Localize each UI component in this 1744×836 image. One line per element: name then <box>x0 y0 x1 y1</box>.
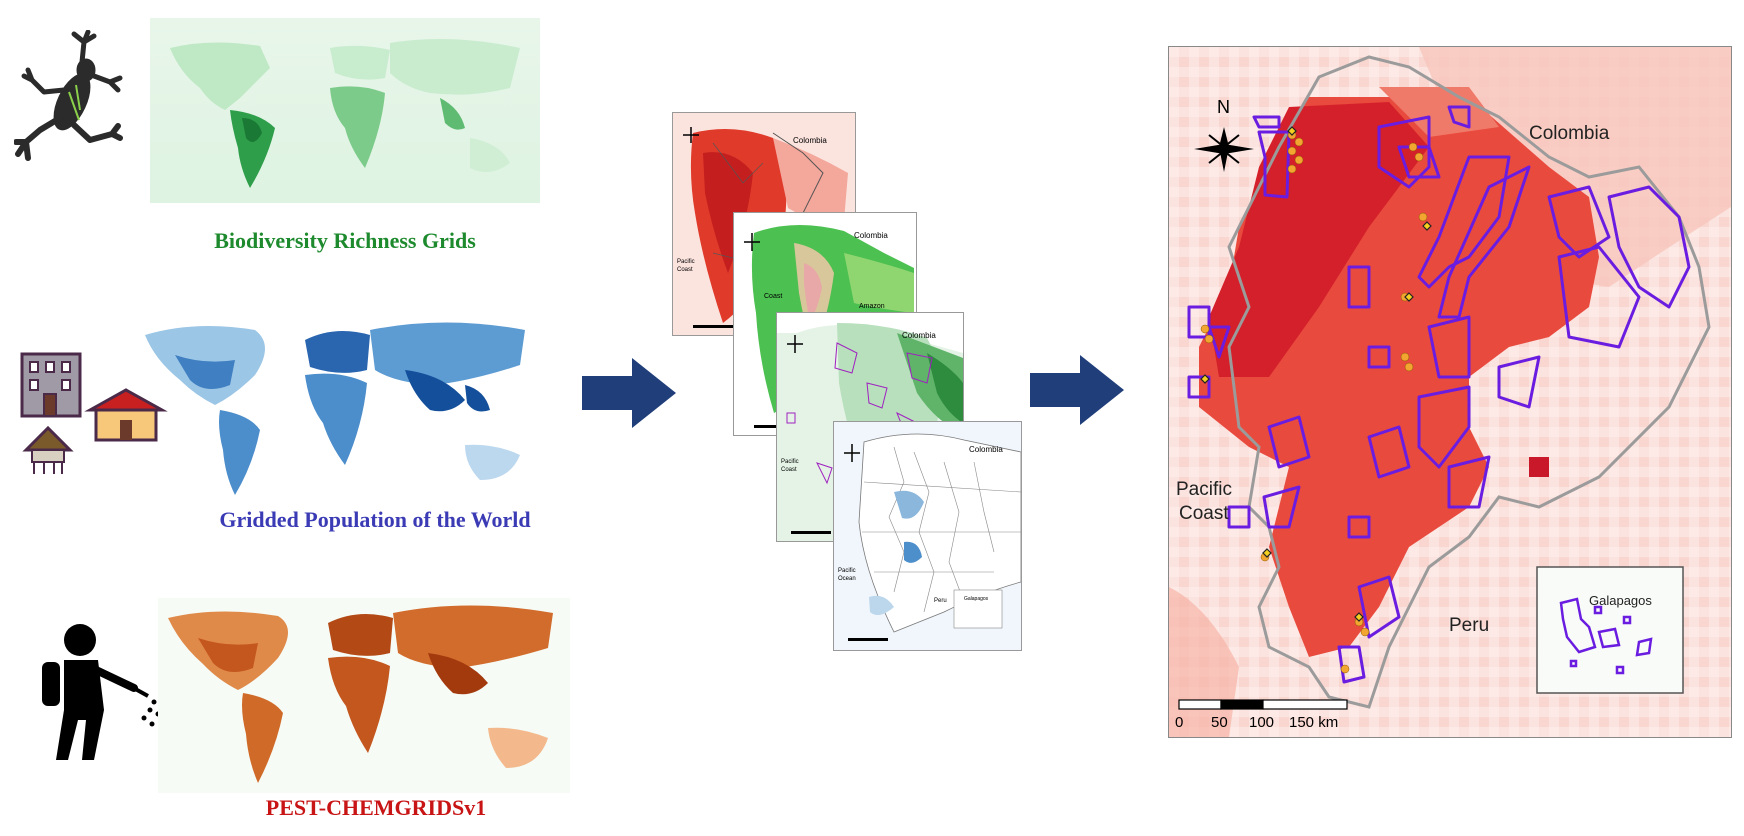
label-pacific: Pacific <box>1176 479 1232 500</box>
arrow-right-icon <box>1030 355 1124 425</box>
label-galapagos: Galapagos <box>1589 593 1652 608</box>
map-label: Amazon <box>859 303 885 310</box>
svg-text:Coast: Coast <box>781 467 797 473</box>
result-map-ecuador: N Colombia Pacific Coast Peru Galapagos … <box>1168 46 1732 738</box>
svg-text:Pacific: Pacific <box>677 259 695 265</box>
label-coast: Coast <box>1179 503 1229 524</box>
pesticide-caption: PEST-CHEMGRIDSv1 <box>265 795 487 820</box>
scale-label: 100 <box>1249 714 1274 731</box>
frog-icon <box>14 30 123 161</box>
svg-text:Coast: Coast <box>677 267 693 273</box>
pesticide-world-map <box>158 598 570 793</box>
scale-label: 150 km <box>1289 714 1338 731</box>
arrow-right-icon <box>582 358 676 428</box>
svg-text:Pacific: Pacific <box>781 459 799 465</box>
scale-bar: 0 50 100 150 km <box>1175 699 1348 731</box>
map-label: Colombia <box>793 136 827 145</box>
map-label: Peru <box>934 598 947 604</box>
scale-label: 50 <box>1211 714 1228 731</box>
biodiversity-caption: Biodiversity Richness Grids <box>214 228 476 253</box>
map-label: Colombia <box>902 331 936 340</box>
map-label: Coast <box>764 293 782 300</box>
map-label: Colombia <box>854 231 888 240</box>
label-peru: Peru <box>1449 615 1489 636</box>
population-world-map <box>145 322 525 495</box>
north-label: N <box>1217 97 1230 117</box>
biodiversity-world-map <box>150 18 540 203</box>
buildings-icon <box>20 352 168 474</box>
svg-text:Pacific: Pacific <box>838 568 856 574</box>
scale-label: 0 <box>1175 714 1183 731</box>
population-caption: Gridded Population of the World <box>219 507 531 532</box>
stack-map-blue: Colombia Pacific Ocean Peru Galapagos <box>833 421 1022 651</box>
north-arrow-icon <box>1194 127 1254 172</box>
map-label: Colombia <box>969 445 1003 454</box>
label-colombia: Colombia <box>1529 123 1610 144</box>
farmer-spraying-icon <box>42 624 165 760</box>
svg-text:Ocean: Ocean <box>838 576 856 582</box>
map-label: Galapagos <box>964 596 989 602</box>
